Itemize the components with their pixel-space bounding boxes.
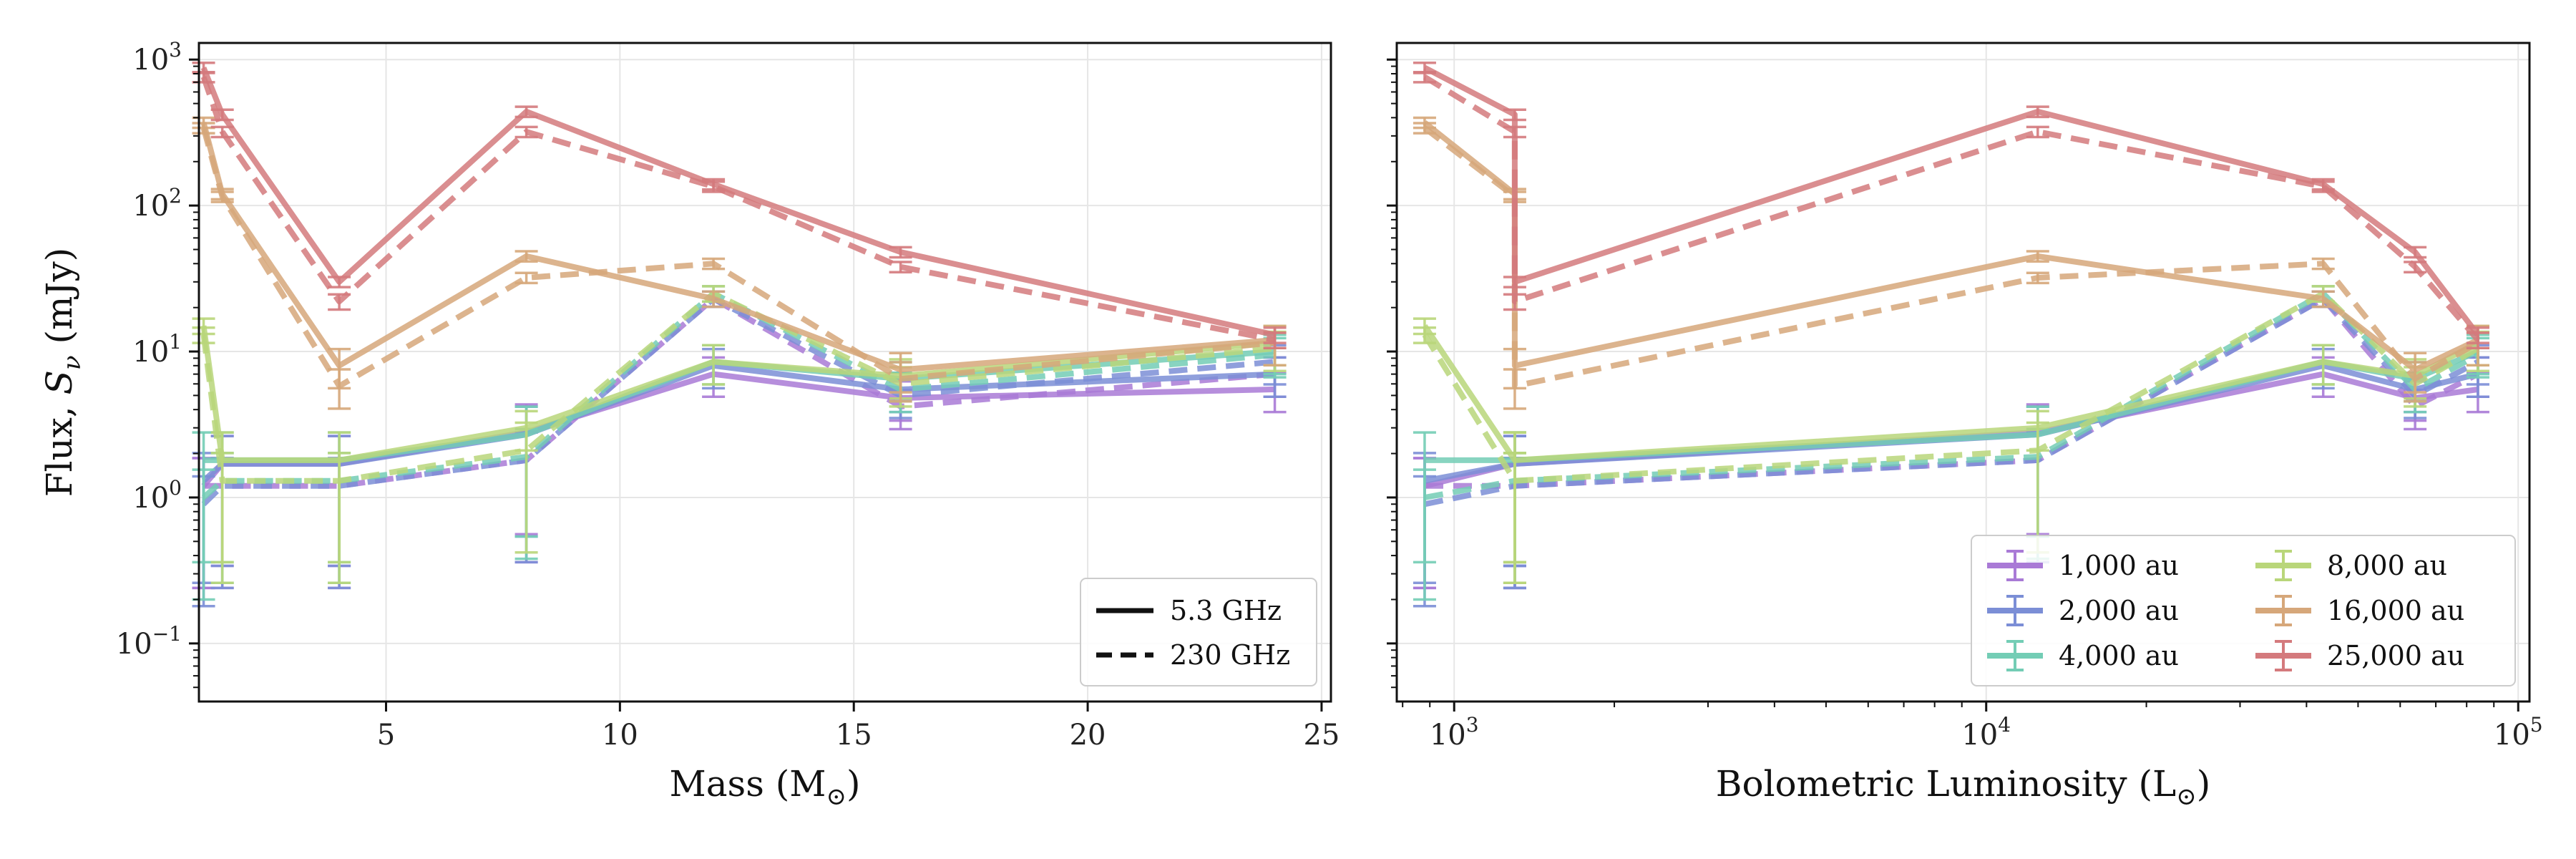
1-000-au-solid-line [1424, 371, 2479, 489]
8-000-au-errorbar [702, 344, 726, 386]
25-000-au-legend-label: 25,000 au [2327, 640, 2464, 671]
y-tick-label: 101 [132, 330, 182, 369]
16-000-au-errorbar [1413, 116, 1436, 130]
25-000-au-errorbar [328, 293, 351, 311]
16-000-au-legend-item [2255, 595, 2311, 626]
radius-legend-box [1971, 535, 2516, 686]
y-tick-label: 102 [132, 184, 182, 223]
16-000-au-errorbar [514, 250, 538, 263]
25-000-au-errorbar [2404, 246, 2427, 259]
8-000-au-solid-line [1422, 324, 2479, 463]
25-000-au-errorbar [1263, 326, 1287, 344]
16-000-au-errorbar [2311, 257, 2335, 271]
1-000-au-solid-line [201, 371, 1275, 488]
25-000-au-errorbar [889, 246, 912, 259]
1-000-au-legend-label: 1,000 au [2059, 550, 2179, 581]
mass-plot-frame [197, 42, 1332, 703]
25-000-au-errorbar [2026, 105, 2049, 119]
1-000-au-legend-item [1987, 550, 2043, 581]
16-000-au-errorbar [2404, 351, 2427, 394]
25-000-au-errorbar [1503, 276, 1526, 288]
luminosity-panel: 103 104 105 Bolometric Luminosity (L⊙) 1,0… [1387, 42, 2543, 811]
8-000-au-legend-label: 8,000 au [2327, 550, 2447, 581]
2-000-au-dashed-line [1424, 296, 2479, 508]
mass-panel: 5 10 15 20 25 10−1 100 101 102 103 Mass (M⊙) Flux… [39, 38, 1340, 811]
8-000-au-errorbar [514, 409, 538, 452]
230-ghz-legend-label: 230 GHz [1170, 639, 1290, 671]
y-tick-label: 103 [132, 38, 182, 77]
mass-x-axis-label: Mass (M⊙) [670, 763, 861, 811]
25-000-au-errorbar [328, 276, 351, 288]
25-000-au-solid-line [200, 67, 1276, 338]
8-000-au-errorbar [210, 431, 234, 564]
luminosity-x-axis-label: Bolometric Luminosity (L⊙) [1716, 763, 2211, 811]
16-000-au-errorbar [2026, 271, 2049, 285]
8-000-au-errorbar [192, 317, 215, 336]
25-000-au-errorbar [514, 125, 538, 139]
25-000-au-errorbar [1503, 108, 1526, 122]
x-tick-label: 5 [377, 719, 395, 752]
25-000-au-errorbar [1503, 293, 1526, 311]
25-000-au-errorbar [192, 61, 215, 74]
25-000-au-errorbar [1413, 61, 1436, 74]
16-000-au-errorbar [210, 188, 234, 201]
4-000-au-legend-item [1987, 640, 2043, 671]
x-tick-label: 20 [1070, 719, 1106, 752]
16-000-au-legend-label: 16,000 au [2327, 595, 2464, 626]
16-000-au-errorbar [702, 257, 726, 271]
16-000-au-errorbar [702, 290, 726, 309]
x-tick-label: 103 [1430, 713, 1479, 752]
luminosity-plot-frame [1395, 42, 2531, 703]
16-000-au-errorbar [2311, 290, 2335, 309]
25-000-au-errorbar [889, 261, 912, 273]
8-000-au-errorbar [1503, 431, 1526, 564]
frequency-legend: 5.3 GHz 230 GHz [1080, 578, 1317, 686]
radius-legend: 1,000 au 2,000 au 4,000 au 8,000 au 16,000 a… [1971, 535, 2516, 686]
8-000-au-errorbar [328, 431, 351, 564]
x-tick-label: 15 [836, 719, 872, 752]
16-000-au-errorbar [328, 347, 351, 390]
16-000-au-errorbar [1503, 347, 1526, 390]
25-000-au-errorbar [2026, 125, 2049, 139]
25-000-au-errorbar [2466, 326, 2489, 344]
16-000-au-errorbar [2026, 250, 2049, 263]
2-000-au-solid-line [201, 362, 1275, 483]
25-000-au-errorbar [702, 178, 726, 191]
y-tick-label: 100 [132, 476, 182, 515]
4-000-au-errorbar [1413, 431, 1436, 564]
2-000-au-legend-label: 2,000 au [2059, 595, 2179, 626]
8-000-au-errorbar [2026, 409, 2049, 452]
25-000-au-legend-item [2255, 640, 2311, 671]
8-000-au-legend-item [2255, 550, 2311, 581]
25-000-au-errorbar [210, 108, 234, 122]
8-000-au-dashed-line [1422, 290, 2479, 484]
16-000-au-errorbar [889, 351, 912, 394]
8-000-au-errorbar [2311, 344, 2335, 386]
2-000-au-dashed-line [201, 296, 1275, 507]
4-000-au-legend-label: 4,000 au [2059, 640, 2179, 671]
8-000-au-errorbar [1413, 317, 1436, 336]
16-000-au-solid-line [200, 122, 1275, 373]
x-tick-label: 10 [602, 719, 638, 752]
x-tick-label: 104 [1961, 713, 2011, 752]
x-tick-label: 105 [2494, 713, 2543, 752]
25-000-au-errorbar [2311, 178, 2335, 191]
5-3-ghz-legend-label: 5.3 GHz [1170, 595, 1282, 626]
flux-y-axis-label: Flux, Sν (mJy) [39, 248, 87, 497]
frequency-legend-box [1080, 578, 1317, 686]
y-tick-label: 10−1 [116, 622, 182, 661]
25-000-au-errorbar [514, 105, 538, 119]
2-000-au-legend-item [1987, 595, 2043, 626]
16-000-au-errorbar [514, 271, 538, 285]
4-000-au-dashed-line [1424, 290, 2479, 500]
x-tick-label: 25 [1303, 719, 1340, 752]
